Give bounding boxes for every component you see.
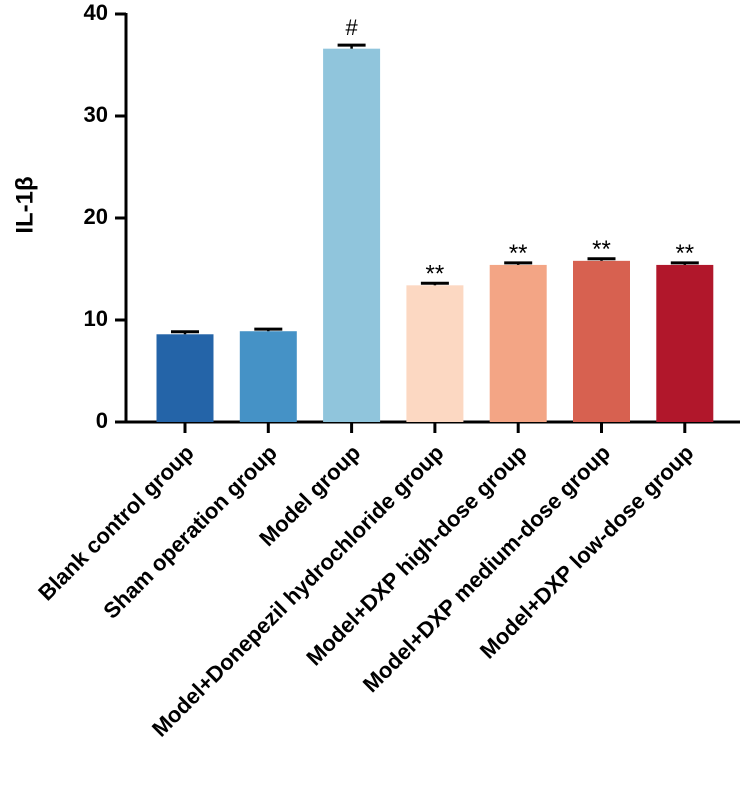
bars: [156, 48, 714, 423]
y-tick-label: 40: [84, 0, 108, 25]
y-axis-label: IL-1β: [11, 176, 38, 233]
y-tick-label: 10: [84, 306, 108, 331]
bar: [239, 331, 297, 422]
bar: [323, 48, 381, 423]
significance-mark: #: [345, 15, 358, 40]
bar: [156, 334, 214, 422]
y-tick-label: 30: [84, 102, 108, 127]
x-axis: [124, 420, 740, 433]
significance-marks: # ** ** ** **: [345, 15, 694, 287]
significance-mark: **: [675, 240, 694, 267]
bar: [573, 260, 630, 422]
error-bars: [171, 43, 699, 335]
category-label: Blank control group: [33, 440, 198, 605]
significance-mark: **: [426, 260, 445, 287]
bar: [656, 264, 714, 422]
bar: [489, 264, 547, 422]
significance-mark: **: [509, 240, 528, 267]
category-label: Model+Donepezil hydrochloride group: [147, 440, 449, 742]
y-axis: 0 10 20 30 40: [84, 0, 128, 433]
y-tick-label: 0: [96, 408, 108, 433]
bar: [406, 285, 464, 422]
y-tick-label: 20: [84, 204, 108, 229]
significance-mark: **: [592, 236, 611, 263]
